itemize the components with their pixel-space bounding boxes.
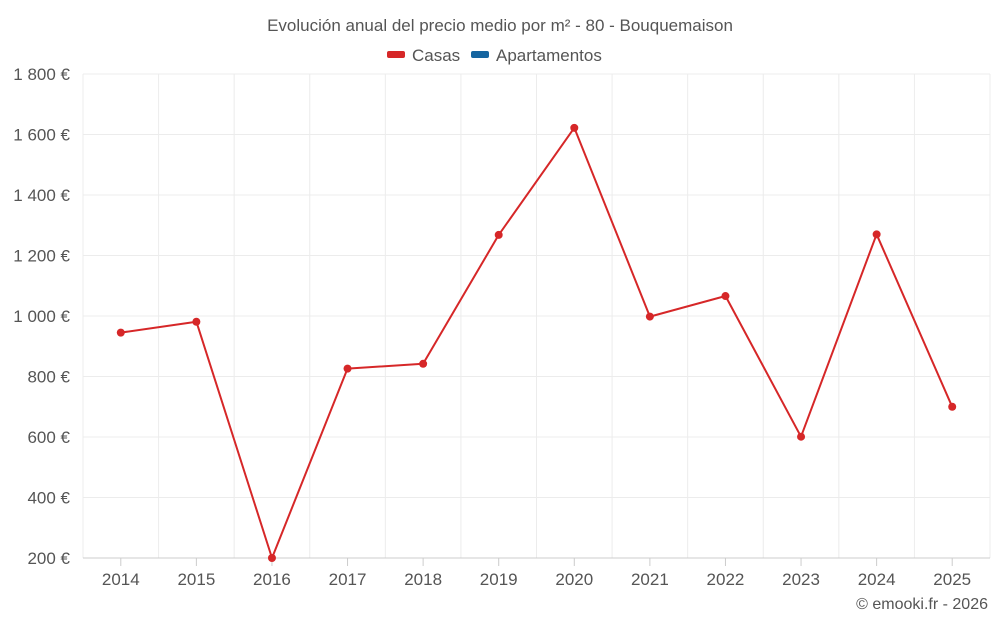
data-point-casas[interactable] xyxy=(494,230,503,239)
y-tick-label: 1 400 € xyxy=(13,186,70,205)
y-tick-label: 1 000 € xyxy=(13,307,70,326)
y-tick-label: 400 € xyxy=(27,489,70,508)
x-tick-label: 2016 xyxy=(253,570,291,589)
data-point-casas[interactable] xyxy=(116,328,125,337)
chart-title: Evolución anual del precio medio por m² … xyxy=(267,16,733,35)
y-tick-label: 600 € xyxy=(27,428,70,447)
series-line-casas xyxy=(120,126,954,559)
legend-swatch-apartamentos xyxy=(471,51,489,58)
y-tick-label: 800 € xyxy=(27,368,70,387)
legend-label-casas: Casas xyxy=(412,46,460,65)
x-tick-label: 2015 xyxy=(177,570,215,589)
x-axis-ticks: 2014 2015 2016 2017 2018 2019 2020 2021 2022 2023… xyxy=(102,558,971,589)
data-point-casas[interactable] xyxy=(192,317,201,326)
data-point-casas[interactable] xyxy=(419,359,428,368)
data-point-casas[interactable] xyxy=(570,123,579,132)
credit-text: © emooki.fr - 2026 xyxy=(856,596,988,613)
data-point-casas[interactable] xyxy=(343,364,352,373)
legend-swatch-casas xyxy=(387,51,405,58)
data-point-casas[interactable] xyxy=(948,402,957,411)
x-tick-label: 2024 xyxy=(858,570,896,589)
y-tick-label: 1 200 € xyxy=(13,247,70,266)
x-tick-label: 2023 xyxy=(782,570,820,589)
data-point-casas[interactable] xyxy=(267,554,276,562)
data-point-casas[interactable] xyxy=(645,312,654,321)
x-tick-label: 2025 xyxy=(933,570,971,589)
legend-item-apartamentos[interactable]: Apartamentos xyxy=(471,46,602,65)
data-point-casas[interactable] xyxy=(872,230,881,239)
x-tick-label: 2019 xyxy=(480,570,518,589)
x-tick-label: 2018 xyxy=(404,570,442,589)
x-tick-label: 2021 xyxy=(631,570,669,589)
legend-label-apartamentos: Apartamentos xyxy=(496,46,602,65)
x-tick-label: 2020 xyxy=(555,570,593,589)
x-tick-label: 2022 xyxy=(707,570,745,589)
y-tick-label: 1 600 € xyxy=(13,126,70,145)
data-point-casas[interactable] xyxy=(797,432,806,441)
legend: Casas Apartamentos xyxy=(387,46,602,65)
legend-item-casas[interactable]: Casas xyxy=(387,46,460,65)
data-point-casas[interactable] xyxy=(721,292,730,301)
x-tick-label: 2014 xyxy=(102,570,140,589)
series xyxy=(116,123,957,562)
grid xyxy=(82,73,991,559)
y-tick-label: 1 800 € xyxy=(13,65,70,84)
x-tick-label: 2017 xyxy=(329,570,367,589)
y-tick-label: 200 € xyxy=(27,549,70,568)
y-axis-ticks: 200 € 400 € 600 € 800 € 1 000 € 1 200 € 1 400 … xyxy=(13,65,70,568)
